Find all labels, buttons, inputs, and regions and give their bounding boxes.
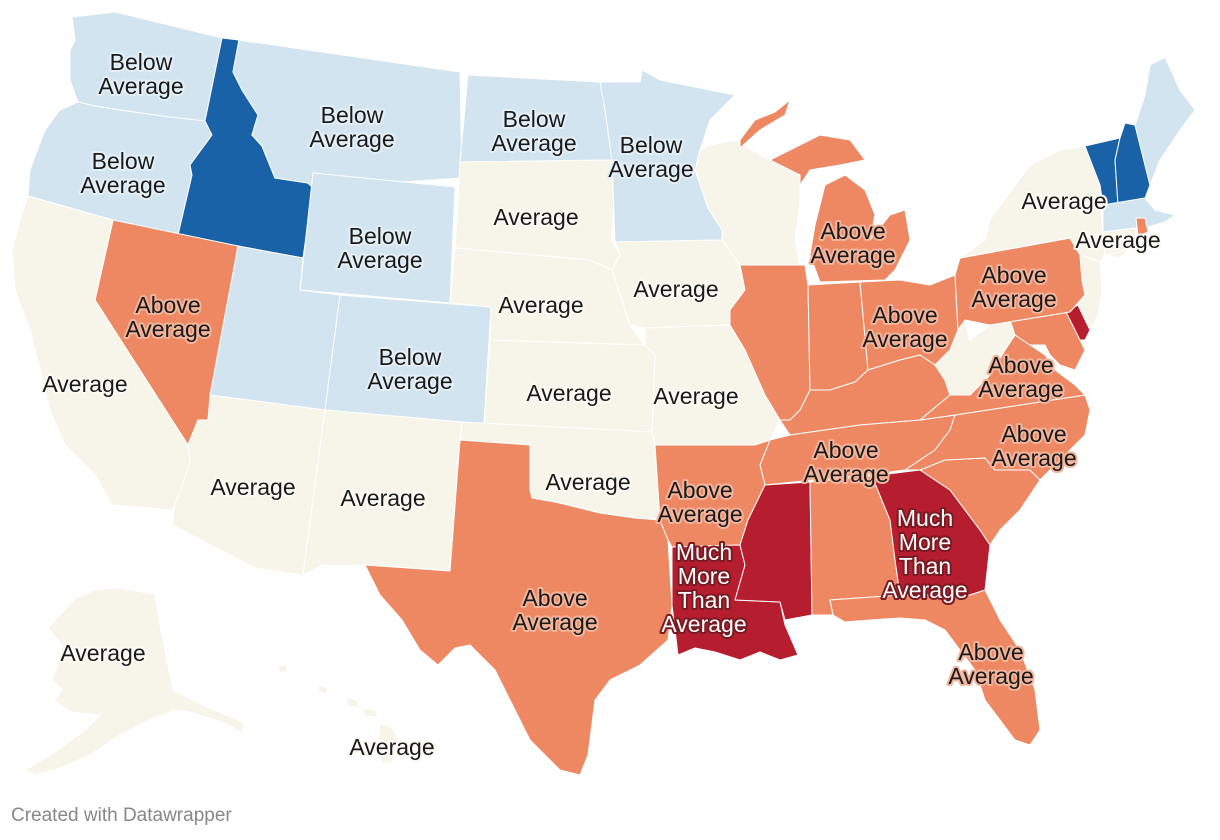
state-label-tx: Average bbox=[512, 609, 597, 635]
state-label-nd: Below bbox=[503, 106, 566, 132]
state-label-co: Average bbox=[367, 368, 452, 394]
state-label-nv: Average bbox=[125, 316, 210, 342]
state-label-wy: Average bbox=[337, 247, 422, 273]
state-label-mi: Average bbox=[810, 242, 895, 268]
labels-layer: BelowAverageBelowAverageBelowAverageBelo… bbox=[40, 47, 1162, 762]
state-label-ga: Average bbox=[882, 577, 967, 603]
state-fl[interactable] bbox=[829, 589, 1041, 746]
state-label-co: Below bbox=[379, 344, 442, 370]
state-nc[interactable] bbox=[904, 394, 1091, 481]
state-nj[interactable] bbox=[1077, 254, 1103, 331]
state-label-nc: Average bbox=[991, 445, 1076, 471]
state-nh[interactable] bbox=[1114, 122, 1151, 206]
state-label-oh: Above bbox=[872, 302, 937, 328]
state-label-tn: Average bbox=[803, 461, 888, 487]
state-label-ok: Average bbox=[545, 469, 630, 495]
datawrapper-credit[interactable]: Created with Datawrapper bbox=[11, 805, 232, 826]
state-wv[interactable] bbox=[934, 319, 1016, 396]
state-label-nc: Above bbox=[1001, 421, 1066, 447]
state-label-ga: Much bbox=[897, 505, 953, 531]
state-label-wy: Below bbox=[349, 223, 412, 249]
state-label-or: Average bbox=[80, 172, 165, 198]
state-label-tn: Above bbox=[813, 437, 878, 463]
state-label-la: Average bbox=[661, 611, 746, 637]
state-label-la: More bbox=[678, 563, 730, 589]
state-label-wa: Average bbox=[98, 73, 183, 99]
state-label-ct: Average bbox=[1075, 227, 1160, 253]
state-label-nv: Above bbox=[135, 292, 200, 318]
state-label-or: Below bbox=[92, 148, 155, 174]
state-label-ga: More bbox=[899, 529, 951, 555]
state-label-nm: Average bbox=[340, 485, 425, 511]
state-label-mt: Below bbox=[321, 102, 384, 128]
state-label-ga: Than bbox=[899, 553, 951, 579]
state-label-la: Than bbox=[678, 587, 730, 613]
state-ct[interactable] bbox=[1102, 227, 1139, 256]
state-tx[interactable] bbox=[364, 439, 673, 776]
state-label-wa: Below bbox=[110, 49, 173, 75]
state-label-mn: Below bbox=[620, 132, 683, 158]
state-label-ak: Average bbox=[60, 640, 145, 666]
state-mi-lower[interactable] bbox=[809, 174, 911, 283]
state-label-va: Above bbox=[988, 352, 1053, 378]
state-hi[interactable] bbox=[277, 664, 400, 764]
state-label-pa: Above bbox=[981, 262, 1046, 288]
state-label-va: Average bbox=[978, 376, 1063, 402]
state-ca[interactable] bbox=[11, 195, 191, 511]
state-label-ne: Average bbox=[498, 292, 583, 318]
state-label-ar: Average bbox=[657, 501, 742, 527]
state-label-mi: Above bbox=[820, 218, 885, 244]
state-in[interactable] bbox=[807, 281, 869, 391]
state-ak[interactable] bbox=[24, 587, 246, 776]
state-label-ar: Above bbox=[667, 477, 732, 503]
state-label-mt: Average bbox=[309, 126, 394, 152]
state-label-ks: Average bbox=[526, 380, 611, 406]
state-ri[interactable] bbox=[1135, 217, 1149, 237]
state-label-ny: Average bbox=[1021, 188, 1106, 214]
choropleth-map: BelowAverageBelowAverageBelowAverageBelo… bbox=[11, 11, 1196, 776]
state-label-mo: Average bbox=[653, 383, 738, 409]
state-label-mn: Average bbox=[608, 156, 693, 182]
state-label-ia: Average bbox=[633, 276, 718, 302]
state-label-sd: Average bbox=[493, 204, 578, 230]
state-me[interactable] bbox=[1134, 56, 1196, 186]
state-label-pa: Average bbox=[971, 286, 1056, 312]
state-label-az: Average bbox=[210, 474, 295, 500]
state-label-hi: Average bbox=[349, 734, 434, 760]
states-layer bbox=[11, 11, 1196, 776]
state-label-fl: Average bbox=[948, 663, 1033, 689]
state-label-ca: Average bbox=[42, 371, 127, 397]
state-label-nd: Average bbox=[491, 130, 576, 156]
state-label-oh: Average bbox=[862, 326, 947, 352]
state-label-fl: Above bbox=[958, 639, 1023, 665]
state-de[interactable] bbox=[1065, 304, 1091, 341]
state-label-tx: Above bbox=[522, 585, 587, 611]
state-mi-upper[interactable] bbox=[739, 99, 866, 186]
state-label-la: Much bbox=[676, 539, 732, 565]
